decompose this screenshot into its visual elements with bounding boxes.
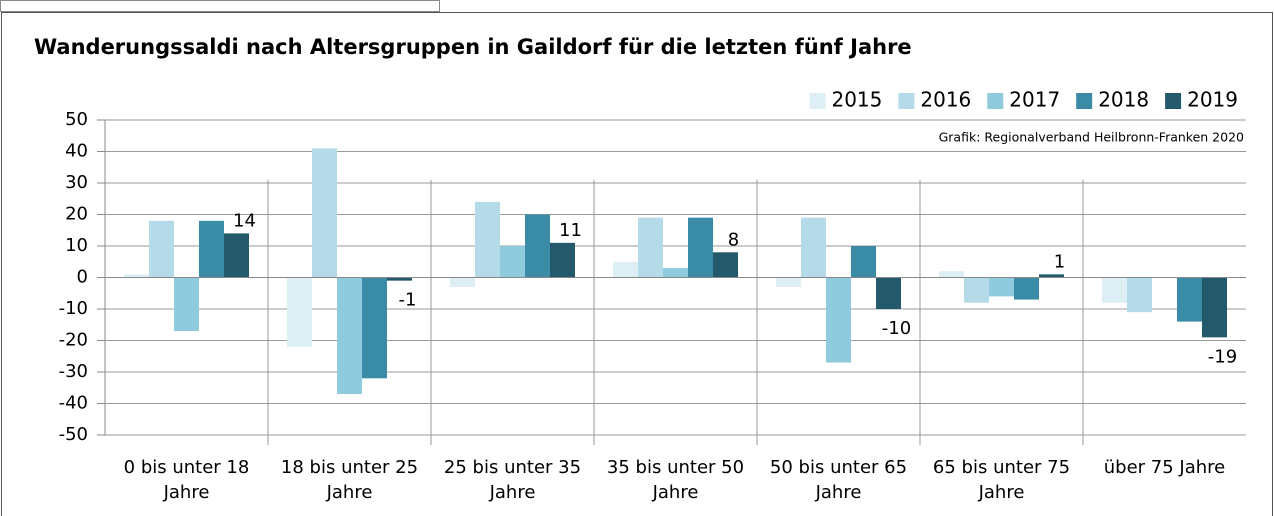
- x-tick-label: 65 bis unter 75 Jahre: [932, 457, 1071, 503]
- chart-title: Wanderungssaldi nach Altersgruppen in Ga…: [34, 35, 912, 59]
- bar: [776, 277, 801, 287]
- legend-label: 2016: [920, 88, 971, 112]
- y-tick-label: -50: [59, 424, 88, 445]
- x-tick-label: 35 bis unter 50 Jahre: [606, 457, 745, 503]
- bar: [337, 277, 362, 395]
- bar: [801, 217, 826, 278]
- bar: [989, 277, 1014, 297]
- bar: [500, 246, 525, 278]
- bar: [1127, 277, 1152, 313]
- bar: [550, 242, 575, 278]
- bar: [876, 277, 901, 309]
- source-note: Grafik: Regionalverband Heilbronn-Franke…: [939, 130, 1244, 145]
- data-label: 8: [728, 229, 739, 250]
- x-tick-label: 25 bis unter 35 Jahre: [443, 457, 582, 503]
- y-tick-label: 20: [65, 204, 88, 225]
- y-tick-label: -30: [59, 361, 88, 382]
- bar: [1014, 277, 1039, 300]
- bar: [688, 217, 713, 278]
- bar: [312, 148, 337, 278]
- data-label: 14: [233, 210, 256, 231]
- bar: [826, 277, 851, 363]
- data-label: -1: [399, 290, 417, 311]
- y-tick-label: -20: [59, 330, 88, 351]
- legend-swatch: [809, 93, 826, 109]
- x-tick-label: 0 bis unter 18 Jahre: [123, 457, 250, 503]
- legend-swatch: [987, 93, 1004, 109]
- bar: [638, 217, 663, 278]
- bar: [224, 233, 249, 278]
- y-tick-label: 40: [65, 141, 88, 162]
- bar: [525, 214, 550, 278]
- x-tick-label: 50 bis unter 65 Jahre: [769, 457, 908, 503]
- bar: [1039, 274, 1064, 278]
- bar: [362, 277, 387, 379]
- bar: [450, 277, 475, 287]
- y-tick-label: 0: [77, 267, 88, 288]
- bar: [964, 277, 989, 303]
- bar: [613, 261, 638, 278]
- bar: [663, 268, 688, 278]
- y-tick-label: -10: [59, 298, 88, 319]
- bar: [199, 220, 224, 278]
- x-tick-label: 18 bis unter 25 Jahre: [280, 457, 419, 503]
- tab-frame: [0, 0, 440, 12]
- x-tick-label: über 75 Jahre: [1103, 457, 1226, 478]
- bar: [713, 252, 738, 278]
- bar: [174, 277, 199, 332]
- legend-label: 2015: [831, 88, 882, 112]
- data-label: 1: [1054, 251, 1065, 272]
- legend-label: 2019: [1187, 88, 1238, 112]
- bar: [1202, 277, 1227, 338]
- bar: [287, 277, 312, 347]
- bar: [1177, 277, 1202, 322]
- bar: [387, 277, 412, 281]
- data-label: -10: [882, 318, 911, 339]
- bar: [851, 246, 876, 278]
- y-tick-label: 10: [65, 235, 88, 256]
- legend-label: 2018: [1098, 88, 1149, 112]
- bar: [1102, 277, 1127, 303]
- y-tick-label: 30: [65, 172, 88, 193]
- bar: [475, 201, 500, 278]
- y-tick-label: 50: [65, 109, 88, 130]
- legend-label: 2017: [1009, 88, 1060, 112]
- legend-swatch: [898, 93, 915, 109]
- data-label: 11: [559, 220, 582, 241]
- legend-swatch: [1076, 93, 1093, 109]
- bar: [149, 220, 174, 278]
- data-label: -19: [1208, 346, 1237, 367]
- bar: [124, 274, 149, 278]
- bar: [939, 271, 964, 278]
- legend-swatch: [1165, 93, 1182, 109]
- y-tick-label: -40: [59, 393, 88, 414]
